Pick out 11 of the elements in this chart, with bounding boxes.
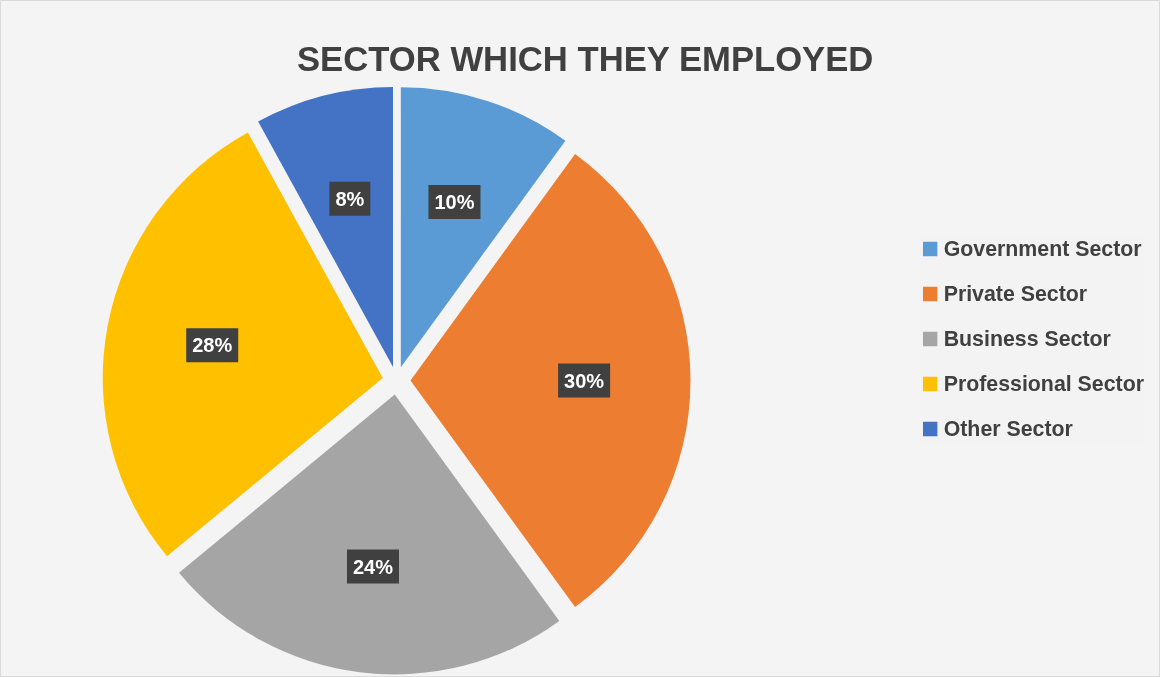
legend-label: Business Sector [943, 326, 1111, 351]
legend-label: Other Sector [943, 416, 1073, 441]
data-label: 24% [352, 555, 394, 578]
data-label: 28% [192, 334, 233, 357]
data-label: 30% [564, 369, 605, 392]
data-label: 10% [434, 191, 475, 214]
data-label: 8% [335, 187, 365, 210]
legend-label: Government Sector [943, 236, 1142, 261]
chart-title: SECTOR WHICH THEY EMPLOYED [297, 39, 874, 78]
legend-label: Private Sector [943, 281, 1088, 306]
legend-label: Professional Sector [943, 371, 1144, 396]
